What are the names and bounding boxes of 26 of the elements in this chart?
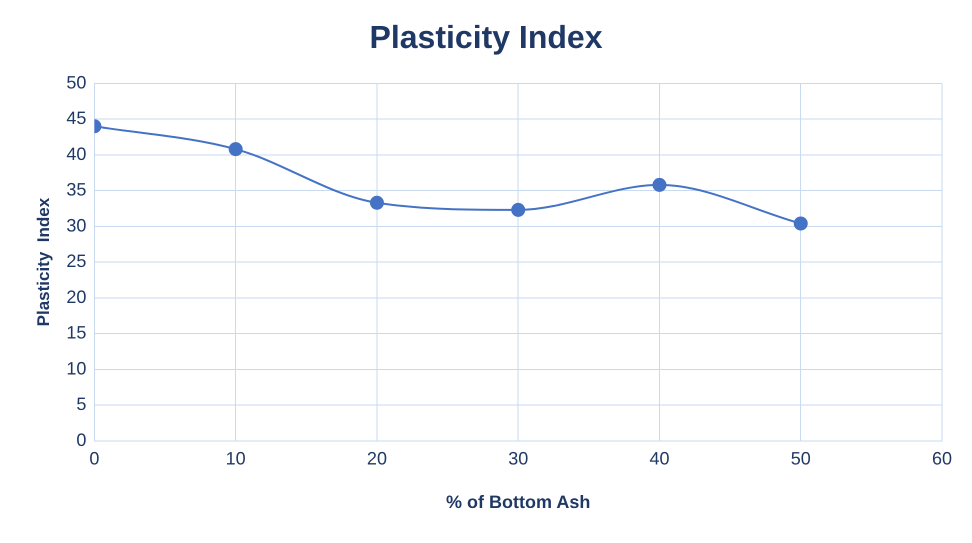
y-tick-label: 20	[66, 286, 86, 307]
x-tick-label: 60	[932, 448, 952, 469]
point	[370, 196, 384, 210]
x-tick-label: 20	[366, 448, 387, 469]
y-axis-title: Plasticity Index	[34, 197, 53, 326]
y-tick-label: 40	[66, 144, 86, 164]
x-tick-label: 30	[508, 448, 528, 469]
y-tick-label: 10	[66, 358, 86, 378]
y-tick-label: 15	[66, 322, 86, 343]
y-tick-label: 0	[76, 430, 86, 450]
y-tick-label: 5	[76, 394, 86, 414]
x-tick-label: 50	[790, 448, 811, 469]
x-tick-label: 0	[89, 448, 100, 469]
y-tick-label: 50	[66, 72, 86, 92]
chart-title: Plasticity Index	[370, 19, 603, 56]
x-axis-title: % of Bottom Ash	[446, 492, 590, 512]
y-tick-label: 30	[66, 215, 86, 236]
point	[652, 178, 666, 192]
x-tick-label: 40	[649, 448, 670, 469]
y-tick-label: 35	[66, 180, 86, 200]
point	[511, 202, 526, 217]
y-tick-label: 45	[66, 108, 86, 128]
x-tick-label: 10	[226, 448, 246, 469]
point	[228, 142, 243, 156]
point	[794, 216, 808, 230]
y-tick-label: 25	[66, 251, 86, 272]
